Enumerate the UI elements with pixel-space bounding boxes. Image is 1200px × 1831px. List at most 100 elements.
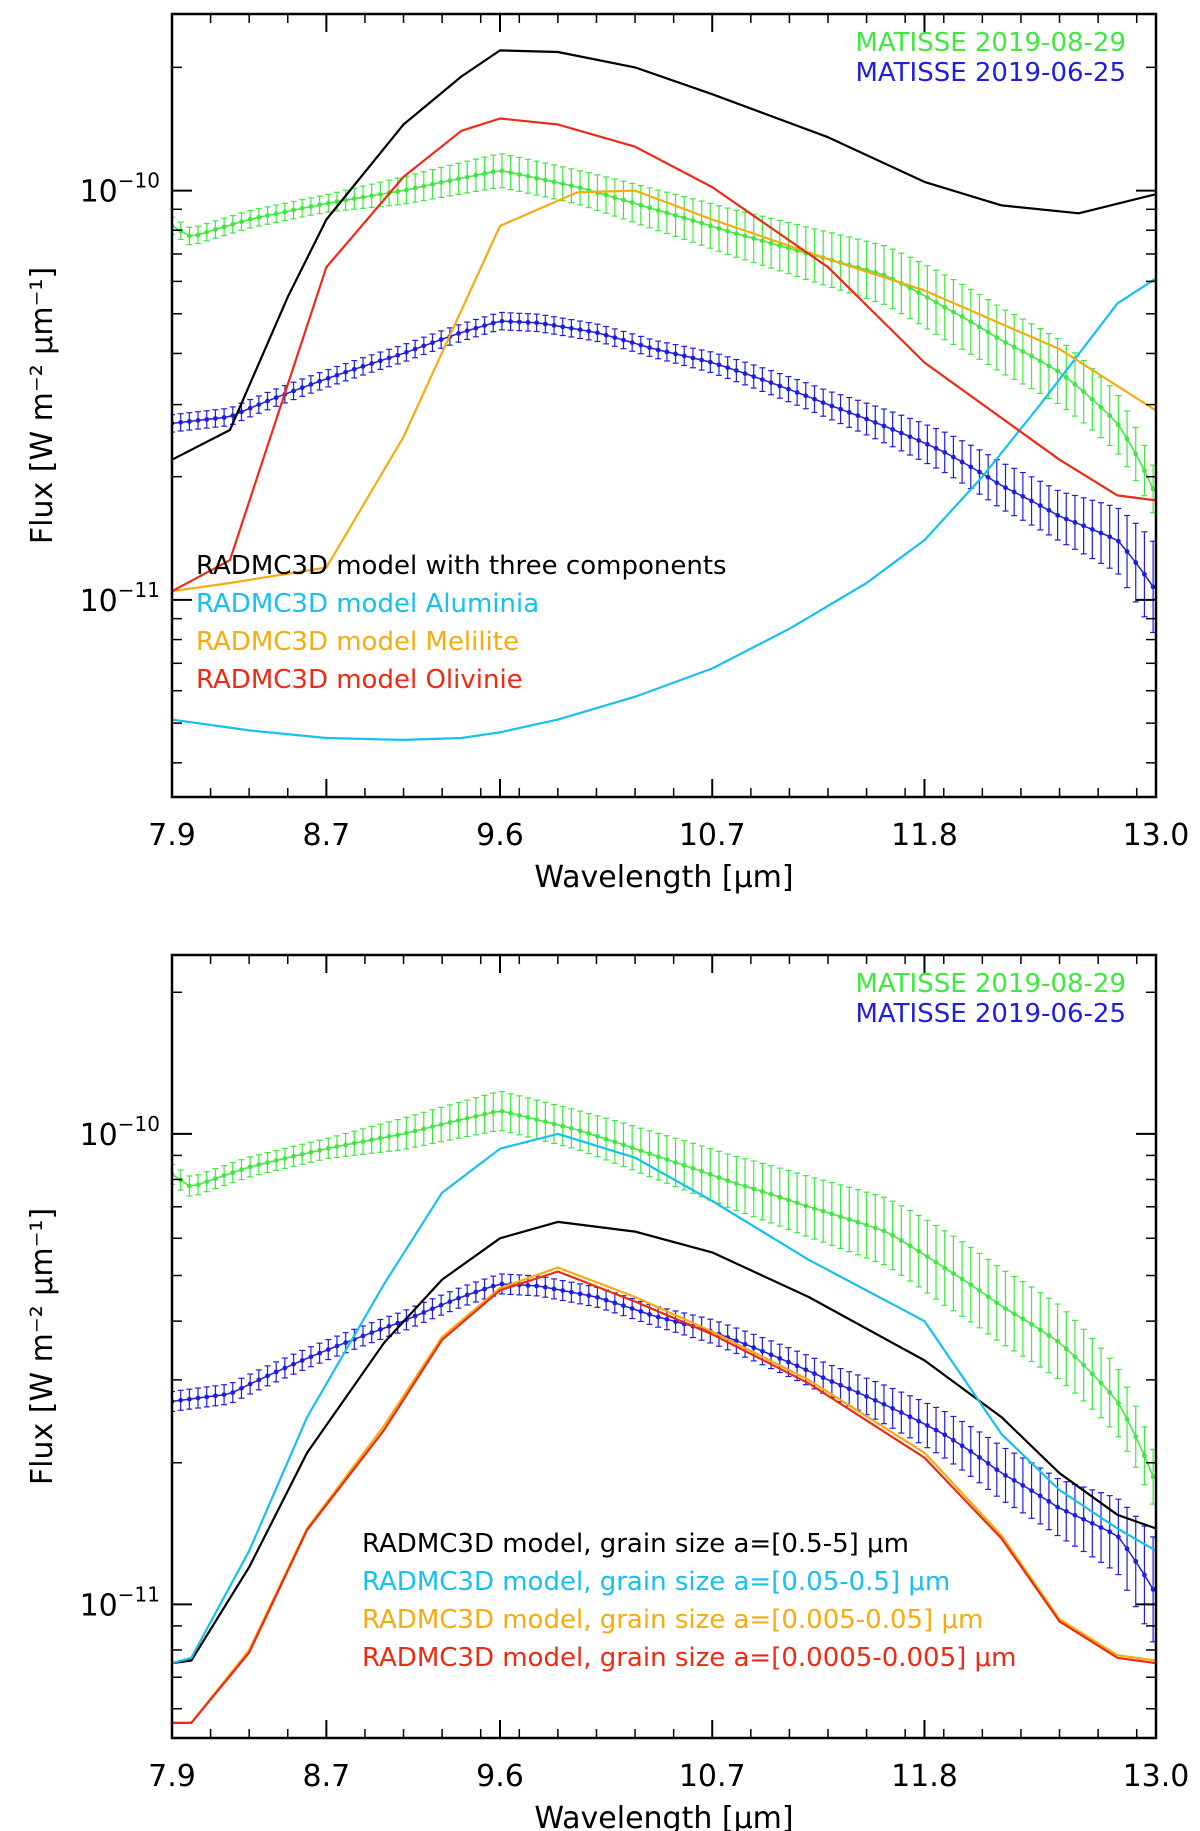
- model-line: [172, 1132, 1156, 1665]
- data-point: [838, 1214, 843, 1220]
- data-point: [186, 418, 192, 424]
- data-point: [586, 328, 592, 334]
- data-point: [464, 1115, 470, 1121]
- data-point: [638, 1309, 644, 1314]
- data-point: [1089, 1371, 1095, 1377]
- data-point: [1020, 1316, 1026, 1322]
- data-point: [820, 1375, 826, 1381]
- data-point: [890, 1406, 896, 1411]
- data-point: [213, 416, 218, 421]
- data-point: [1133, 1434, 1139, 1440]
- x-tick-label: 13.0: [1123, 818, 1190, 853]
- data-point: [655, 347, 661, 353]
- data-point: [1081, 1516, 1087, 1522]
- data-point: [959, 1443, 965, 1449]
- data-point: [221, 224, 227, 230]
- data-point: [707, 1171, 713, 1177]
- data-point: [577, 327, 583, 333]
- data-point: [898, 1410, 904, 1415]
- data-point: [1089, 527, 1095, 532]
- data-point: [942, 304, 948, 310]
- data-point: [195, 1182, 201, 1188]
- data-point: [924, 294, 930, 300]
- data-point: [968, 1449, 974, 1454]
- data-point: [456, 331, 461, 336]
- data-point: [273, 1369, 279, 1375]
- data-point: [1089, 1520, 1095, 1526]
- data-point: [924, 1254, 930, 1260]
- data-point: [977, 469, 982, 475]
- data-point: [560, 1123, 566, 1129]
- data-point: [951, 309, 956, 315]
- data-point: [577, 1128, 583, 1134]
- data-point: [204, 417, 210, 422]
- data-point: [1133, 451, 1139, 457]
- data-point: [595, 1294, 600, 1300]
- data-point: [898, 1238, 904, 1243]
- data-point: [230, 1170, 236, 1176]
- data-point: [1115, 1400, 1121, 1406]
- data-point: [855, 1219, 861, 1225]
- data-point: [482, 1286, 487, 1292]
- data-point: [1098, 1525, 1104, 1530]
- data-point: [265, 1373, 270, 1379]
- data-point: [1072, 382, 1078, 387]
- data-point: [568, 1289, 574, 1295]
- data-point: [438, 337, 444, 342]
- data-point: [1055, 512, 1060, 518]
- data-point: [525, 1283, 531, 1288]
- data-point: [360, 1139, 366, 1144]
- data-point: [508, 1110, 514, 1116]
- data-point: [612, 195, 618, 200]
- data-point: [325, 375, 331, 381]
- data-point: [273, 395, 279, 401]
- data-point: [777, 1194, 783, 1200]
- data-point: [916, 290, 922, 295]
- data-point: [395, 1132, 401, 1138]
- x-tick-label: 11.8: [891, 1759, 958, 1794]
- data-point: [464, 174, 470, 180]
- data-point: [1055, 1504, 1060, 1510]
- data-point: [699, 220, 705, 226]
- data-point: [994, 480, 1000, 486]
- model-line: [172, 49, 1156, 461]
- data-point: [542, 1284, 548, 1290]
- data-point: [933, 445, 939, 451]
- data-point: [308, 382, 314, 387]
- data-point: [916, 1418, 922, 1424]
- data-point: [447, 1299, 453, 1305]
- data-point: [760, 377, 765, 382]
- data-point: [351, 366, 357, 372]
- data-point: [1098, 404, 1104, 410]
- data-point: [1063, 375, 1069, 380]
- data-point: [195, 1395, 201, 1401]
- data-point: [942, 1432, 948, 1438]
- data-point: [1063, 1508, 1069, 1514]
- data-point: [421, 1126, 427, 1132]
- plot-area: [172, 49, 1156, 741]
- data-point: [473, 172, 479, 178]
- data-point: [334, 1343, 340, 1349]
- data-point: [1055, 368, 1060, 374]
- data-point: [916, 438, 922, 443]
- data-point: [812, 1206, 817, 1211]
- data-point: [612, 335, 618, 341]
- data-point: [968, 319, 974, 325]
- data-point: [282, 209, 288, 215]
- data-point: [542, 177, 548, 183]
- data-point: [265, 213, 270, 218]
- data-point: [846, 1217, 852, 1222]
- data-point: [577, 185, 583, 191]
- series-matisse-2019-06-25: [172, 311, 1156, 634]
- data-point: [456, 1295, 461, 1301]
- data-point: [977, 324, 982, 330]
- data-point: [612, 1300, 618, 1306]
- data-point: [812, 396, 817, 402]
- data-point: [221, 415, 227, 420]
- data-point: [794, 1200, 800, 1206]
- data-point: [230, 413, 236, 419]
- data-point: [178, 1397, 184, 1403]
- series-matisse-2019-08-29: [172, 1091, 1156, 1505]
- data-point: [725, 1178, 731, 1184]
- data-point: [560, 181, 566, 187]
